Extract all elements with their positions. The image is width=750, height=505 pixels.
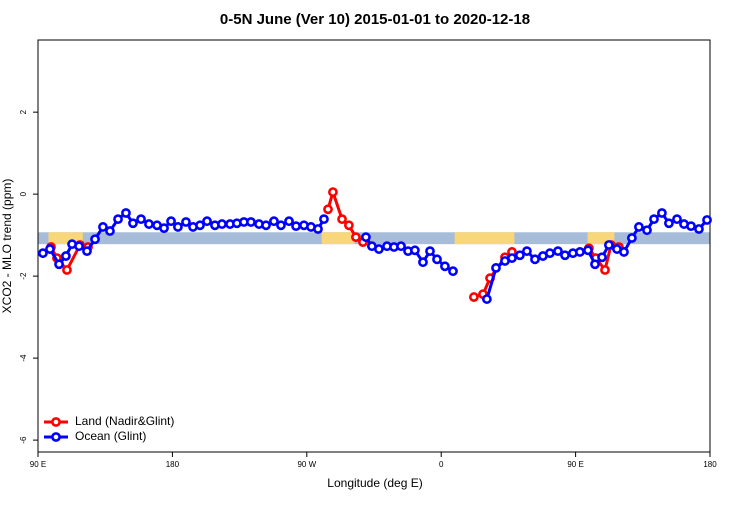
y-axis-label: XCO2 - MLO trend (ppm) [0,179,14,314]
data-point [642,225,652,236]
data-point [351,232,361,243]
data-point [597,252,607,263]
land-band [454,232,515,245]
data-point [418,257,428,268]
data-point [481,294,492,304]
data-point [284,216,294,227]
data-point [634,222,644,232]
data-point [396,241,406,252]
data-point [583,245,593,256]
x-tick-label: 180 [166,460,180,469]
data-point [657,208,667,218]
data-point [619,247,629,257]
data-point [530,254,540,265]
data-point [672,214,682,225]
data-point [361,232,371,243]
data-point [128,218,138,229]
data-point [90,234,100,245]
data-point [649,214,659,225]
data-point [159,223,169,234]
data-point [61,251,71,261]
data-point [432,254,442,265]
data-point [45,244,55,254]
data-point [553,246,563,257]
data-point [38,248,48,259]
data-point [522,246,532,257]
data-point [313,224,323,234]
y-tick-label: -6 [19,436,28,444]
data-point [217,219,227,229]
data-point [545,248,555,259]
y-tick-label: -2 [19,272,28,280]
data-point [291,221,301,232]
x-tick-label: 180 [703,460,717,469]
data-point [702,215,712,225]
data-point [626,233,637,243]
data-point [469,292,479,302]
data-point [62,265,72,275]
data-point [136,214,146,225]
data-point [604,240,614,250]
data-point [181,217,191,227]
data-point [261,220,271,231]
data-point [440,261,450,272]
legend-label: Land (Nadir&Glint) [75,414,174,428]
data-point [276,220,286,231]
land-band [48,232,83,245]
data-point [694,224,704,234]
x-tick-label: 90 W [297,460,316,469]
data-point [105,226,115,236]
data-point [425,246,435,257]
data-point [344,220,354,231]
data-point [514,250,525,261]
x-tick-label: 90 E [567,460,583,469]
plot-frame [37,39,711,453]
data-point [590,259,600,270]
legend-label: Ocean (Glint) [75,429,146,443]
legend-marker [51,417,61,427]
data-point [507,253,517,263]
x-axis-label: Longitude (deg E) [327,476,422,490]
y-tick-label: 2 [19,109,28,114]
data-point [202,216,212,227]
data-point [74,241,84,252]
data-point [374,244,384,254]
data-point [337,214,347,225]
land-band [321,232,355,245]
data-point [269,216,279,227]
data-point [113,214,123,225]
data-point [575,247,585,257]
data-point [448,266,458,277]
data-point [686,221,696,232]
data-point [144,219,154,229]
data-point [121,208,131,218]
data-point [195,220,205,231]
data-point [82,246,92,257]
y-tick-label: -4 [19,354,28,362]
data-point [491,263,501,273]
data-point [410,245,420,256]
data-point [664,218,674,229]
data-point [328,187,338,197]
data-point [166,216,176,227]
x-tick-label: 90 E [30,460,46,469]
data-point [323,204,333,215]
chart-title: 0-5N June (Ver 10) 2015-01-01 to 2020-12… [220,11,530,28]
data-point [560,250,570,261]
land-band [587,232,615,245]
data-point [54,259,64,270]
data-point [319,214,329,225]
data-point [173,222,183,232]
data-point [246,217,256,227]
legend-marker [51,432,61,442]
data-point [600,265,610,275]
data-point [98,222,108,232]
y-tick-label: 0 [19,191,28,196]
x-tick-label: 0 [439,460,444,469]
ocean-band [38,232,710,245]
